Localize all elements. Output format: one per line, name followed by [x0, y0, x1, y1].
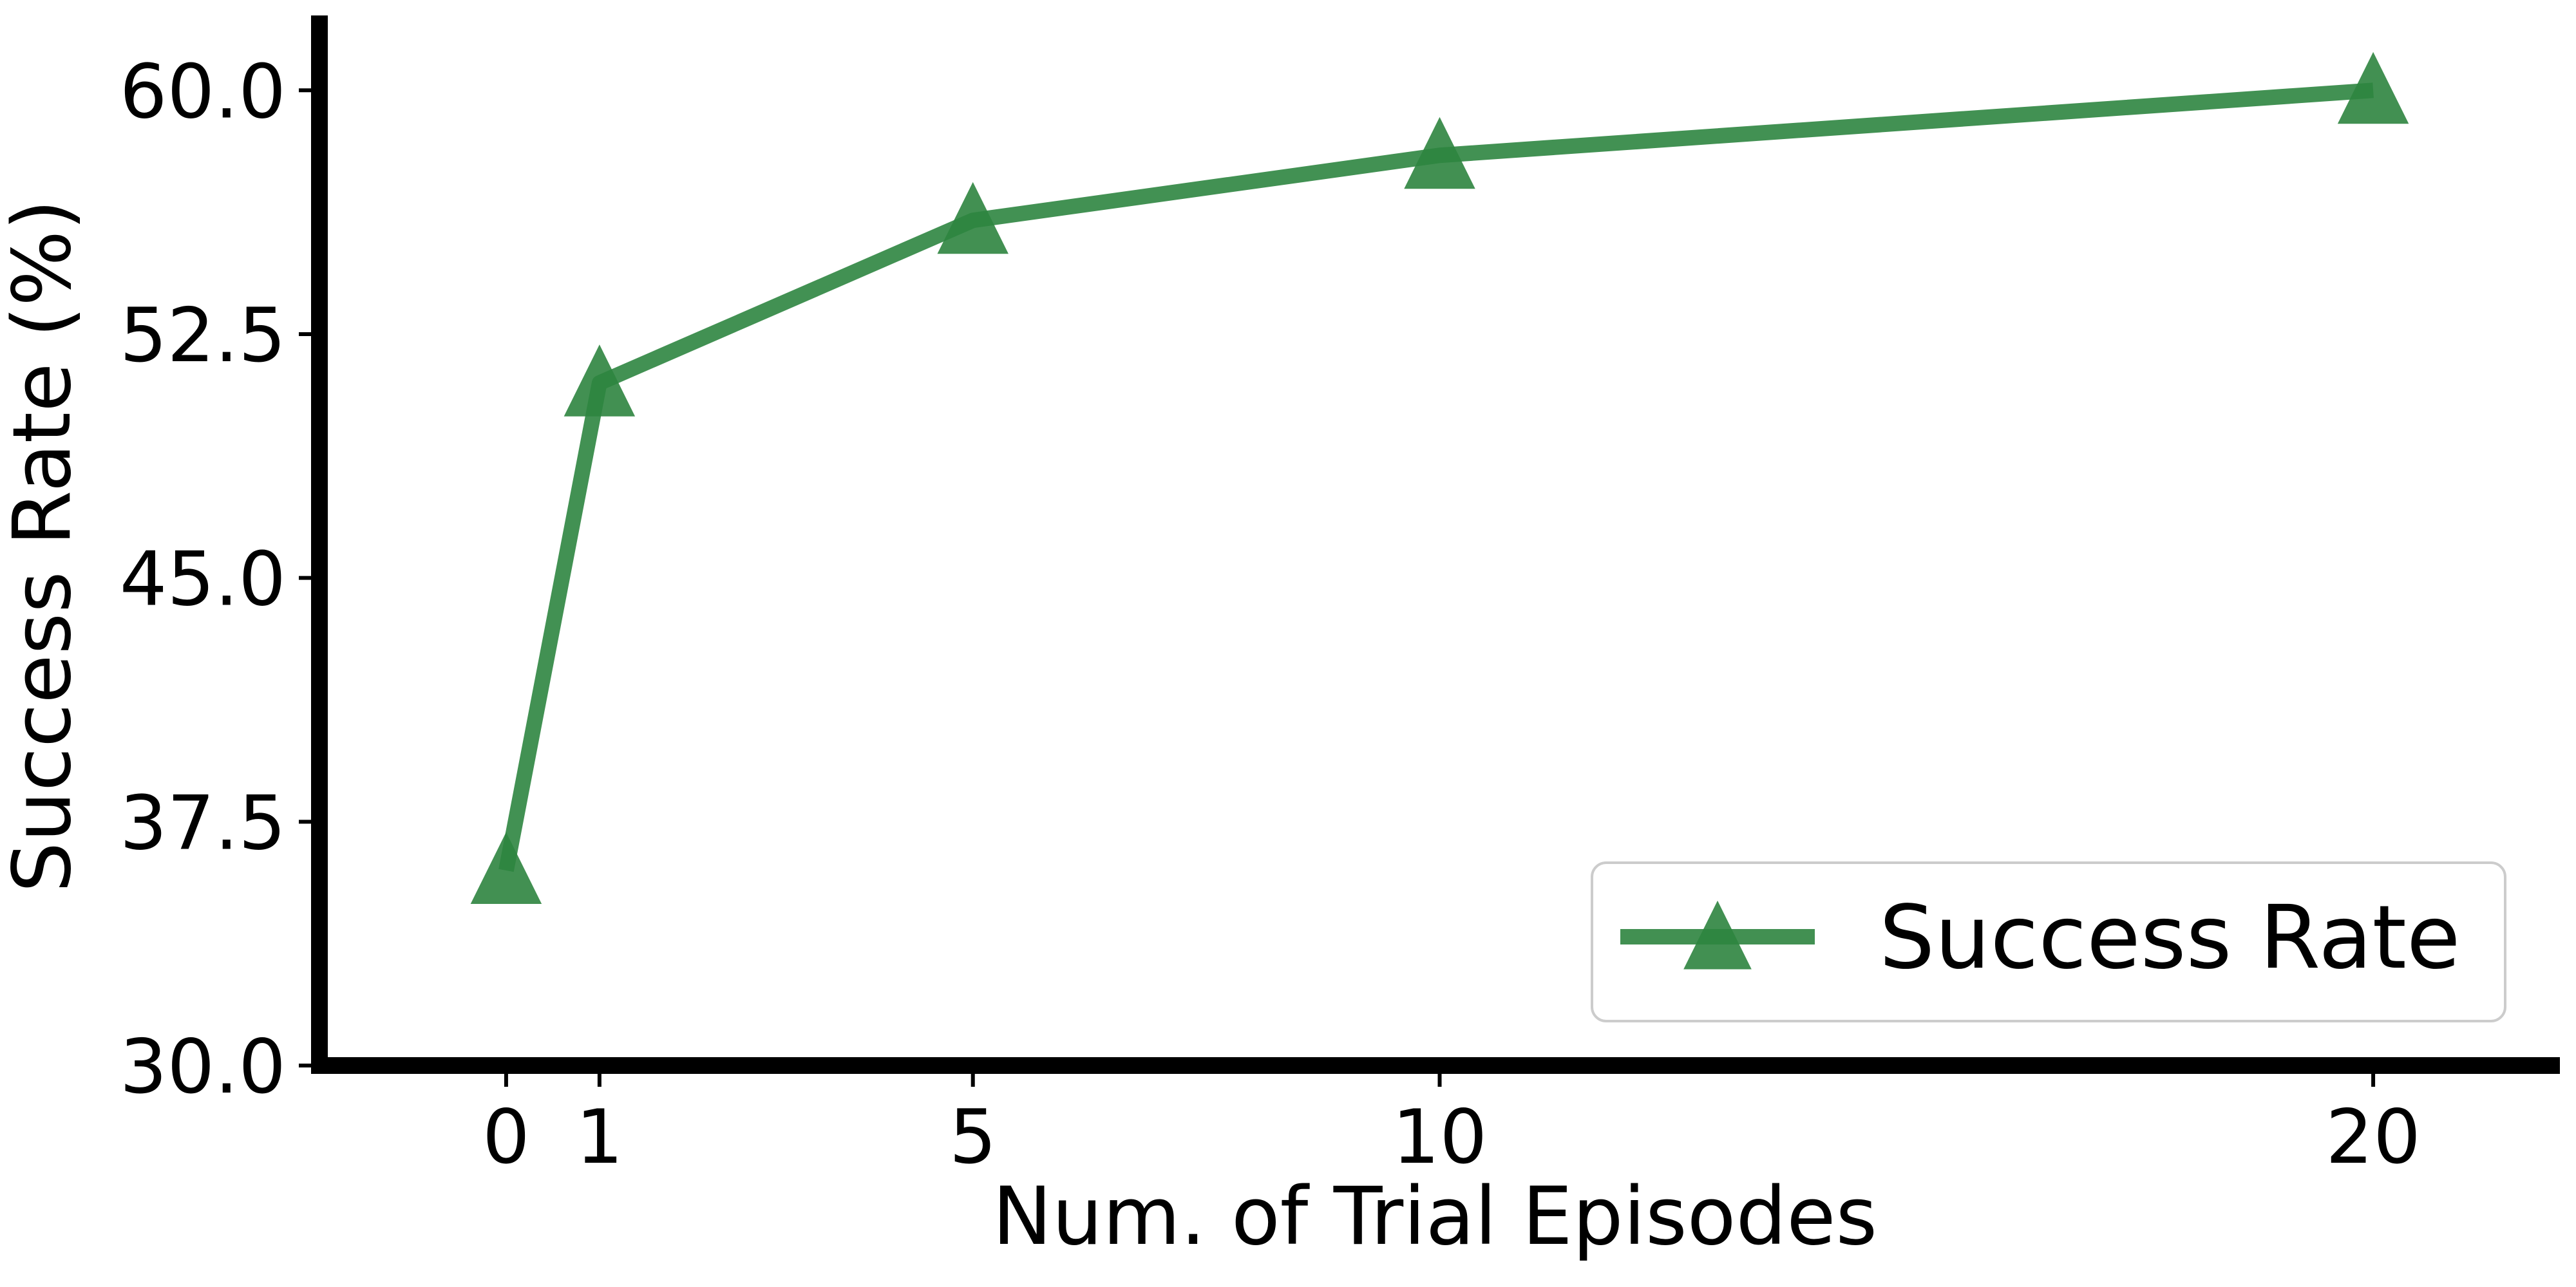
legend-box [1591, 861, 2506, 1022]
y-tick-label: 60.0 [120, 48, 286, 135]
data-point-triangle [2337, 52, 2409, 124]
legend-triangle-marker-icon [1683, 900, 1752, 970]
x-tick-label: 5 [949, 1094, 997, 1181]
series-line [498, 82, 2374, 872]
data-point-triangle [1404, 117, 1475, 189]
series-layer [470, 52, 2409, 905]
x-axis-title: Num. of Trial Episodes [992, 1170, 1877, 1263]
y-tick-label: 37.5 [120, 780, 286, 867]
y-ticks: 30.0 37.5 45.0 52.5 60.0 [120, 48, 311, 1111]
data-point-triangle [937, 182, 1009, 254]
y-axis-title: Success Rate (%) [0, 200, 89, 893]
x-tick-label: 1 [576, 1094, 623, 1181]
data-point-triangle [470, 832, 542, 905]
legend: Success Rate [1591, 861, 2506, 1022]
x-ticks: 0 1 5 10 20 [482, 1074, 2421, 1181]
y-tick-label: 45.0 [120, 536, 286, 623]
y-tick-label: 30.0 [120, 1024, 286, 1111]
legend-label: Success Rate [1879, 887, 2461, 989]
x-tick-label: 0 [482, 1094, 530, 1181]
y-tick-label: 52.5 [120, 292, 286, 379]
x-tick-label: 10 [1392, 1094, 1488, 1181]
data-point-triangle [564, 344, 636, 417]
x-tick-label: 20 [2325, 1094, 2421, 1181]
